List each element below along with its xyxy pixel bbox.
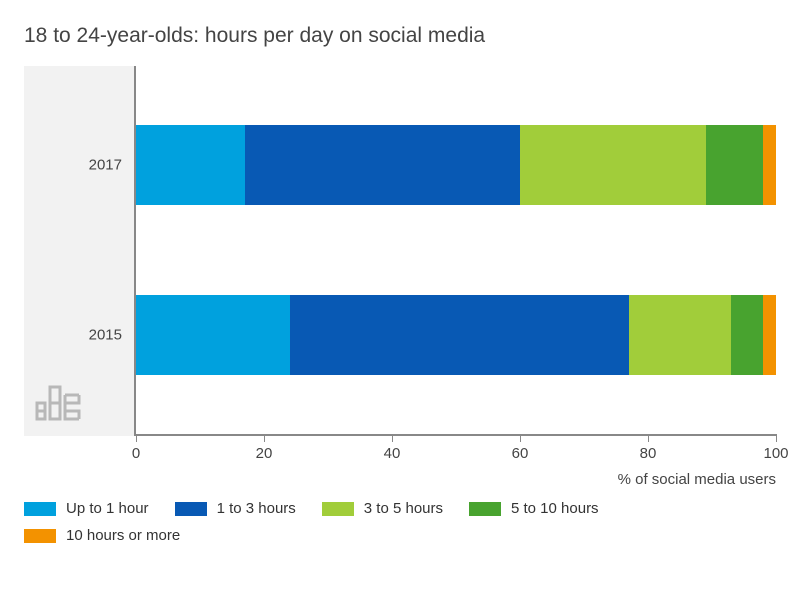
bar-row [136, 125, 776, 205]
legend: Up to 1 hour 1 to 3 hours 3 to 5 hours 5 to… [24, 500, 776, 544]
bar-segment [290, 295, 629, 375]
bar-segment [520, 125, 706, 205]
x-tick-label: 80 [640, 445, 657, 462]
x-tick [776, 434, 777, 442]
x-tick [136, 434, 137, 442]
y-axis-label: 2015 [89, 326, 122, 343]
legend-label: 5 to 10 hours [511, 500, 599, 517]
cbs-logo [34, 381, 82, 426]
plot-area: 20172015 020406080100 % of social media … [24, 66, 776, 436]
x-tick-label: 40 [384, 445, 401, 462]
legend-label: 3 to 5 hours [364, 500, 443, 517]
chart-title: 18 to 24-year-olds: hours per day on soc… [24, 24, 776, 48]
x-tick [392, 434, 393, 442]
bar-segment [245, 125, 520, 205]
bar-segment [136, 125, 245, 205]
x-tick [520, 434, 521, 442]
x-tick-label: 60 [512, 445, 529, 462]
bar-row [136, 295, 776, 375]
y-axis-column: 2017 2015 [24, 66, 134, 436]
x-tick [648, 434, 649, 442]
x-tick-label: 20 [256, 445, 273, 462]
legend-label: 10 hours or more [66, 527, 180, 544]
plot: 020406080100 [134, 66, 776, 436]
bar-segment [763, 125, 776, 205]
y-axis-label: 2017 [89, 157, 122, 174]
legend-label: Up to 1 hour [66, 500, 149, 517]
x-tick-label: 100 [763, 445, 788, 462]
legend-swatch [322, 502, 354, 516]
legend-swatch [24, 502, 56, 516]
x-axis-title: % of social media users [618, 471, 776, 488]
bar-segment [763, 295, 776, 375]
bar-segment [136, 295, 290, 375]
x-tick [264, 434, 265, 442]
legend-swatch [469, 502, 501, 516]
legend-label: 1 to 3 hours [217, 500, 296, 517]
bar-segment [629, 295, 731, 375]
legend-item: 3 to 5 hours [322, 500, 443, 517]
legend-swatch [24, 529, 56, 543]
legend-item: 10 hours or more [24, 527, 180, 544]
legend-swatch [175, 502, 207, 516]
legend-item: 1 to 3 hours [175, 500, 296, 517]
bar-segment [731, 295, 763, 375]
x-tick-label: 0 [132, 445, 140, 462]
legend-item: Up to 1 hour [24, 500, 149, 517]
bar-segment [706, 125, 764, 205]
legend-item: 5 to 10 hours [469, 500, 599, 517]
